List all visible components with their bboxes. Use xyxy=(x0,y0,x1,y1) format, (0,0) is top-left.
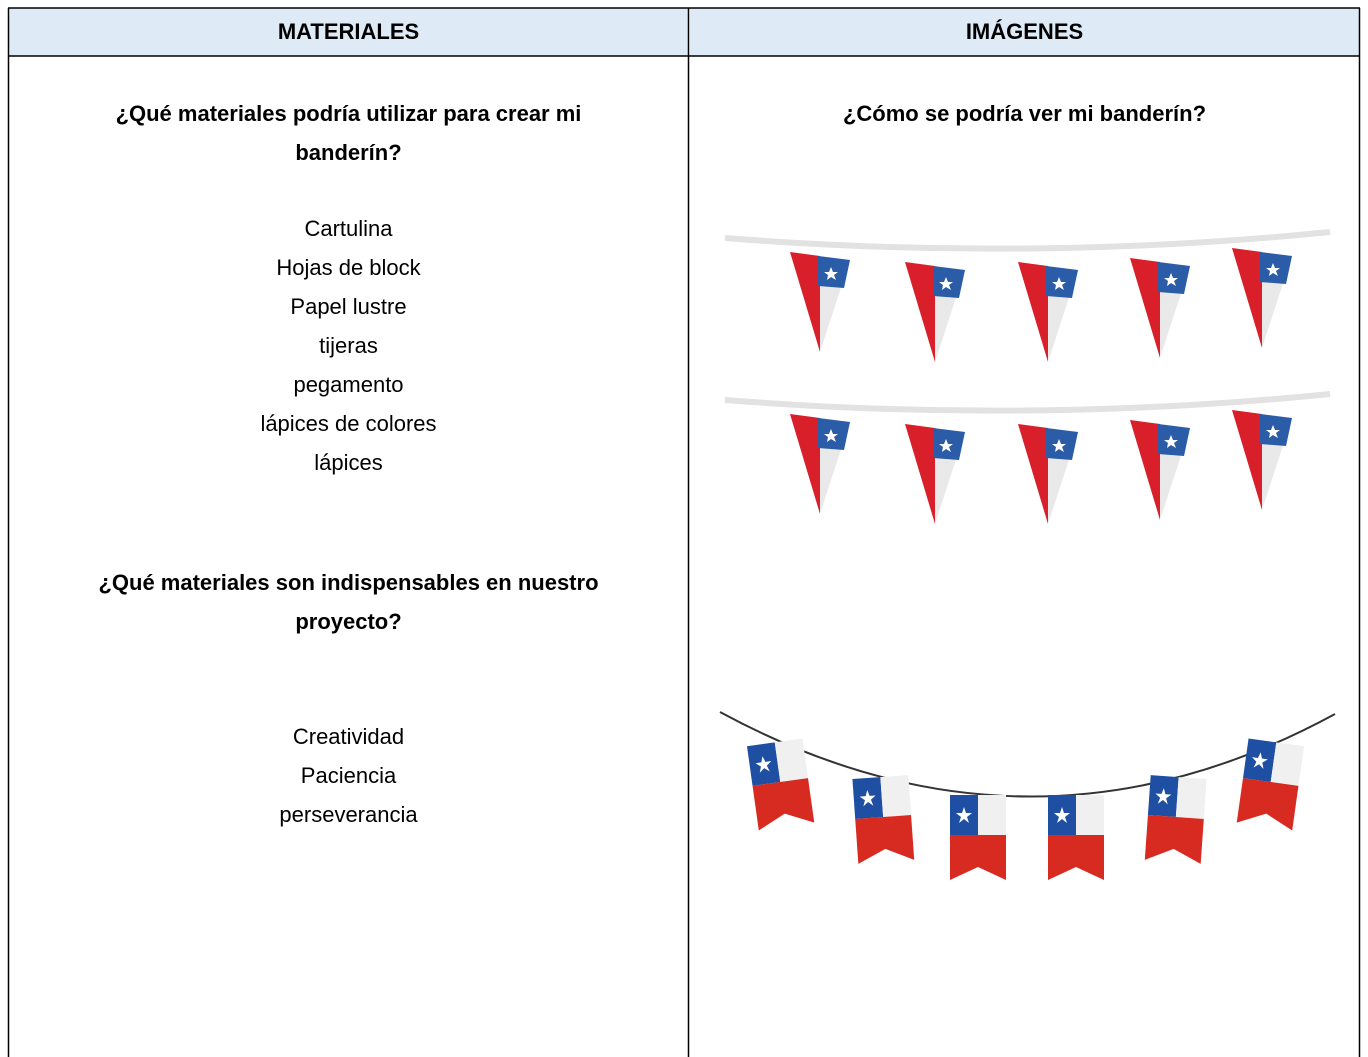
flag-garland-image xyxy=(719,711,1336,880)
list-item: Creatividad xyxy=(292,724,405,749)
header-cell: MATERIALES xyxy=(9,8,688,56)
list-item: lápices de colores xyxy=(260,411,437,436)
header-text: IMÁGENES xyxy=(965,19,1084,44)
question: banderín? xyxy=(295,140,402,165)
list-item: pegamento xyxy=(293,372,404,397)
header-cell: IMÁGENES xyxy=(690,8,1359,56)
list-item: Papel lustre xyxy=(290,294,407,319)
list-item: Hojas de block xyxy=(276,255,421,280)
header-text: MATERIALES xyxy=(277,19,420,44)
list-item: tijeras xyxy=(319,333,378,358)
question: ¿Cómo se podría ver mi banderín? xyxy=(842,101,1207,126)
question: proyecto? xyxy=(295,609,402,634)
question: ¿Qué materiales son indispensables en nu… xyxy=(98,570,599,595)
list-item: perseverancia xyxy=(279,802,418,827)
list-item: Cartulina xyxy=(304,216,393,241)
bunting-image xyxy=(724,229,1331,524)
question: ¿Qué materiales podría utilizar para cre… xyxy=(115,101,582,126)
list-item: lápices xyxy=(314,450,383,475)
list-item: Paciencia xyxy=(300,763,397,788)
